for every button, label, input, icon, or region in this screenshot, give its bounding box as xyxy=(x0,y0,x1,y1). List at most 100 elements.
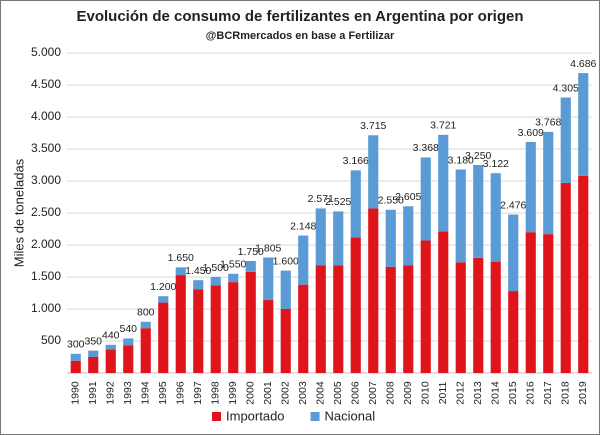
bar-segment xyxy=(88,357,99,373)
bar-segment xyxy=(578,175,589,373)
legend-swatch xyxy=(310,412,320,421)
bar-segment xyxy=(368,135,379,209)
x-tick-label: 2012 xyxy=(455,381,467,405)
bar-segment xyxy=(420,240,431,373)
chart-subtitle: @BCRmercados en base a Fertilizar xyxy=(206,30,395,42)
x-tick-label: 2016 xyxy=(525,381,537,405)
bar-segment xyxy=(438,231,449,373)
bar-segment xyxy=(158,302,169,373)
x-tick-label: 2014 xyxy=(490,381,502,405)
bar-segment xyxy=(508,214,519,292)
total-label: 1.200 xyxy=(150,281,176,293)
y-tick-label: 2.000 xyxy=(31,237,61,251)
bar-segment xyxy=(333,265,344,373)
total-label: 4.686 xyxy=(570,58,596,70)
bar-segment xyxy=(368,208,379,373)
bar-segment xyxy=(70,353,81,361)
bar-segment xyxy=(280,309,291,373)
bar-segment xyxy=(228,282,239,373)
bar-segment xyxy=(525,142,536,233)
bar-segment xyxy=(508,291,519,373)
x-tick-label: 2015 xyxy=(507,381,519,405)
total-label: 350 xyxy=(84,335,102,347)
bar-segment xyxy=(543,131,554,235)
bar-segment xyxy=(543,234,554,373)
bar-segment xyxy=(403,265,414,373)
total-label: 3.609 xyxy=(518,127,544,139)
total-label: 3.180 xyxy=(448,154,474,166)
y-tick-label: 2.500 xyxy=(31,205,61,219)
x-tick-label: 2008 xyxy=(385,381,397,405)
y-tick-label: 4.500 xyxy=(31,77,61,91)
x-tick-label: 1991 xyxy=(87,381,99,405)
bar-segment xyxy=(490,261,501,373)
bar-segment xyxy=(298,284,309,373)
total-label: 4.305 xyxy=(553,82,579,94)
bar-segment xyxy=(140,321,151,329)
x-tick-label: 2010 xyxy=(420,381,432,405)
x-tick-label: 1998 xyxy=(210,381,222,405)
bar-segment xyxy=(350,237,361,373)
bar-segment xyxy=(105,349,116,373)
bar-segment xyxy=(333,211,344,266)
bar-segment xyxy=(263,257,274,301)
bar-segment xyxy=(455,169,466,263)
x-tick-label: 1996 xyxy=(175,381,187,405)
x-tick-label: 2011 xyxy=(437,382,449,405)
total-label: 2.605 xyxy=(395,191,421,203)
x-tick-label: 2006 xyxy=(350,381,362,405)
total-label: 300 xyxy=(67,339,85,351)
total-label: 3.368 xyxy=(413,142,439,154)
y-tick-label: 1.000 xyxy=(31,301,61,315)
x-tick-label: 2002 xyxy=(280,381,292,405)
x-tick-label: 1992 xyxy=(105,381,117,405)
bar-segment xyxy=(245,271,256,373)
total-label: 1.805 xyxy=(255,242,281,254)
x-tick-label: 1997 xyxy=(192,381,204,405)
y-axis-label: Miles de toneladas xyxy=(11,158,26,267)
total-label: 540 xyxy=(119,323,137,335)
y-tick-label: 4.000 xyxy=(31,109,61,123)
y-tick-label: 1.500 xyxy=(31,269,61,283)
bar-segment xyxy=(560,97,571,183)
bar-segment xyxy=(438,134,449,232)
x-tick-label: 2009 xyxy=(402,381,414,405)
total-label: 2.525 xyxy=(325,196,351,208)
x-tick-label: 2018 xyxy=(560,381,572,405)
total-label: 3.721 xyxy=(430,120,456,132)
bar-segment xyxy=(210,285,221,373)
bar-segment xyxy=(315,265,326,373)
x-tick-label: 2007 xyxy=(367,381,379,405)
bar-segment xyxy=(123,338,134,346)
total-label: 3.166 xyxy=(343,155,369,167)
bar-segment xyxy=(315,208,326,266)
bar-segment xyxy=(123,345,134,373)
bar-segment xyxy=(490,173,501,262)
y-tick-label: 3.500 xyxy=(31,141,61,155)
bar-segment xyxy=(210,277,221,286)
bar-segment xyxy=(140,328,151,373)
x-tick-label: 2017 xyxy=(542,381,554,405)
bar-segment xyxy=(560,182,571,373)
x-tick-label: 1990 xyxy=(70,381,82,405)
x-tick-label: 2000 xyxy=(245,381,257,405)
x-tick-label: 2013 xyxy=(472,381,484,405)
x-tick-label: 2019 xyxy=(577,381,589,405)
bar-segment xyxy=(385,209,396,267)
total-label: 1.500 xyxy=(203,262,229,274)
legend-swatch xyxy=(212,412,221,421)
bar-segment xyxy=(525,232,536,373)
total-label: 1.450 xyxy=(185,265,211,277)
bar-segment xyxy=(298,235,309,285)
x-tick-label: 2003 xyxy=(297,381,309,405)
chart-title: Evolución de consumo de fertilizantes en… xyxy=(76,8,523,25)
x-tick-label: 2001 xyxy=(262,381,274,405)
total-label: 2.148 xyxy=(290,220,316,232)
bar-segment xyxy=(193,280,204,290)
bar-segment xyxy=(403,206,414,266)
legend-label: Importado xyxy=(226,408,285,423)
bar-segment xyxy=(385,266,396,373)
total-label: 3.715 xyxy=(360,120,386,132)
total-label: 1.550 xyxy=(220,259,246,271)
